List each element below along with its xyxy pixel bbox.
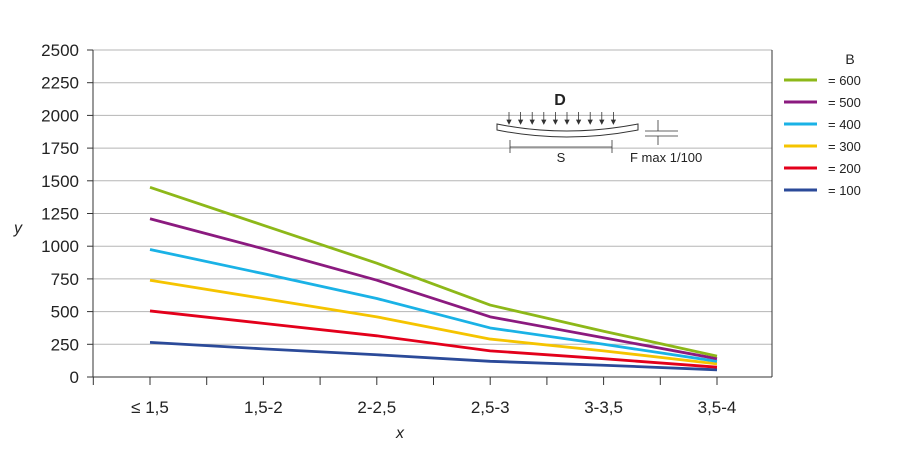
legend-label-200: = 200: [828, 161, 861, 176]
load-arrowhead: [506, 119, 512, 125]
series-line-500: [149, 217, 718, 361]
load-arrowhead: [564, 119, 570, 125]
beam-icon: [496, 123, 639, 138]
y-tick-label: 1000: [41, 237, 79, 256]
beam-diagram: D S F max 1/100: [496, 92, 702, 165]
inset-deflection-label: F max 1/100: [630, 150, 702, 165]
legend-title: B: [845, 51, 854, 67]
y-tick-label: 2000: [41, 106, 79, 125]
grid: [93, 49, 772, 345]
legend: B = 600 = 500 = 400 = 300 = 200 = 100: [784, 51, 861, 198]
legend-label-300: = 300: [828, 139, 861, 154]
y-tick-label: 250: [51, 335, 79, 354]
y-tick-label: 500: [51, 303, 79, 322]
y-tick-label: 1750: [41, 139, 79, 158]
plot-area: [149, 186, 718, 372]
legend-label-400: = 400: [828, 117, 861, 132]
legend-label-100: = 100: [828, 183, 861, 198]
x-tick-label: 1,5-2: [244, 398, 283, 417]
y-tick-label: 750: [51, 270, 79, 289]
y-tick-label: 2500: [41, 41, 79, 60]
legend-label-500: = 500: [828, 95, 861, 110]
load-arrowhead: [587, 119, 593, 125]
x-tick-label: 2-2,5: [357, 398, 396, 417]
legend-label-600: = 600: [828, 73, 861, 88]
x-axis: ≤ 1,5 1,5-2 2-2,5 2,5-3 3-3,5 3,5-4: [92, 377, 737, 417]
series-line-400: [149, 248, 718, 363]
load-arrowhead: [599, 119, 605, 125]
y-tick-label: 2250: [41, 74, 79, 93]
load-arrowhead: [529, 119, 535, 125]
inset-title: D: [554, 92, 566, 109]
y-tick-label: 0: [70, 368, 79, 387]
load-arrows-icon: [506, 112, 617, 125]
load-arrowhead: [552, 119, 559, 125]
y-axis: 0 250 500 750 1000 1250 1500 1750 2000 2250 2500: [41, 41, 773, 387]
load-arrowhead: [575, 119, 582, 125]
series-line-100: [149, 340, 718, 372]
load-arrowhead: [517, 119, 524, 125]
series-line-200: [149, 309, 718, 369]
inset-span-label: S: [557, 150, 566, 165]
y-tick-label: 1500: [41, 172, 79, 191]
load-arrowhead: [541, 119, 547, 125]
x-tick-label: 3-3,5: [584, 398, 623, 417]
y-tick-label: 1250: [41, 205, 79, 224]
load-arrowhead: [610, 119, 617, 125]
x-axis-label: x: [395, 425, 405, 442]
series-line-300: [149, 278, 718, 366]
x-tick-label: ≤ 1,5: [131, 398, 169, 417]
x-tick-label: 2,5-3: [471, 398, 510, 417]
x-tick-label: 3,5-4: [698, 398, 737, 417]
series-line-600: [149, 186, 718, 358]
y-axis-label: y: [13, 220, 23, 237]
